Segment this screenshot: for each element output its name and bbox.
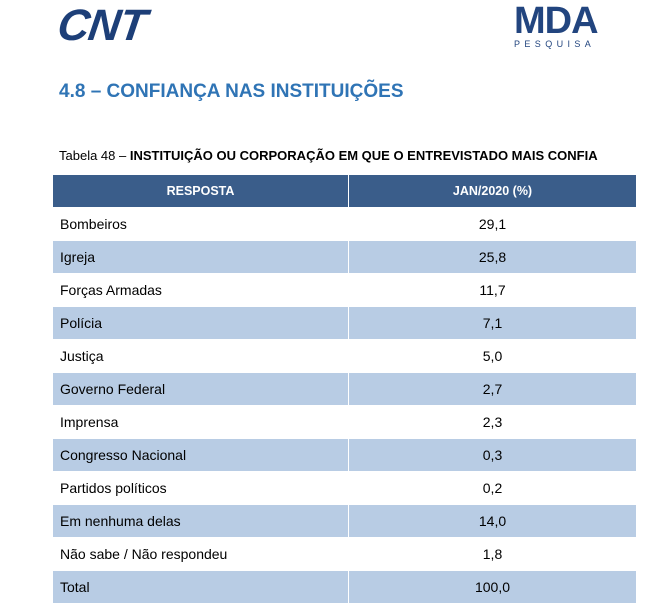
table-row: Total 100,0 [52,570,637,604]
column-header-resposta: RESPOSTA [52,174,349,208]
confidence-table: RESPOSTA JAN/2020 (%) Bombeiros 29,1 Igrej… [52,174,637,604]
table-caption: Tabela 48 – INSTITUIÇÃO OU CORPORAÇÃO EM… [59,149,598,162]
table-caption-title: INSTITUIÇÃO OU CORPORAÇÃO EM QUE O ENTRE… [129,148,598,163]
row-value: 7,1 [348,306,637,340]
mda-pesquisa-logo: MDA PESQUISA [512,2,622,50]
table-row: Bombeiros 29,1 [52,207,637,241]
row-label: Congresso Nacional [52,438,349,472]
row-label: Polícia [52,306,349,340]
pesquisa-logo-text: PESQUISA [514,39,596,49]
mda-logo-text: MDA [514,0,599,42]
section-heading: 4.8 – CONFIANÇA NAS INSTITUIÇÕES [59,81,404,102]
table-row: Congresso Nacional 0,3 [52,438,637,472]
row-label: Total [52,570,349,604]
row-value: 14,0 [348,504,637,538]
row-label: Bombeiros [52,207,349,241]
row-value: 25,8 [348,240,637,274]
table-row: Não sabe / Não respondeu 1,8 [52,537,637,571]
table-row: Imprensa 2,3 [52,405,637,439]
row-value: 5,0 [348,339,637,373]
table-header-row: RESPOSTA JAN/2020 (%) [52,174,637,208]
row-label: Imprensa [52,405,349,439]
row-value: 0,3 [348,438,637,472]
table-caption-prefix: Tabela 48 – [59,148,130,163]
table-row: Governo Federal 2,7 [52,372,637,406]
row-value: 2,3 [348,405,637,439]
row-label: Partidos políticos [52,471,349,505]
row-label: Em nenhuma delas [52,504,349,538]
table-row: Partidos políticos 0,2 [52,471,637,505]
row-label: Igreja [52,240,349,274]
row-value: 1,8 [348,537,637,571]
row-value: 100,0 [348,570,637,604]
table-body: Bombeiros 29,1 Igreja 25,8 Forças Armadas 11,… [52,207,637,604]
table-row: Em nenhuma delas 14,0 [52,504,637,538]
cnt-logo: CNT [54,1,149,50]
row-label: Não sabe / Não respondeu [52,537,349,571]
column-header-jan2020: JAN/2020 (%) [348,174,637,208]
table-row: Justiça 5,0 [52,339,637,373]
row-label: Forças Armadas [52,273,349,307]
row-value: 0,2 [348,471,637,505]
row-label: Justiça [52,339,349,373]
row-label: Governo Federal [52,372,349,406]
table-row: Polícia 7,1 [52,306,637,340]
row-value: 11,7 [348,273,637,307]
row-value: 2,7 [348,372,637,406]
table-row: Igreja 25,8 [52,240,637,274]
row-value: 29,1 [348,207,637,241]
table-row: Forças Armadas 11,7 [52,273,637,307]
